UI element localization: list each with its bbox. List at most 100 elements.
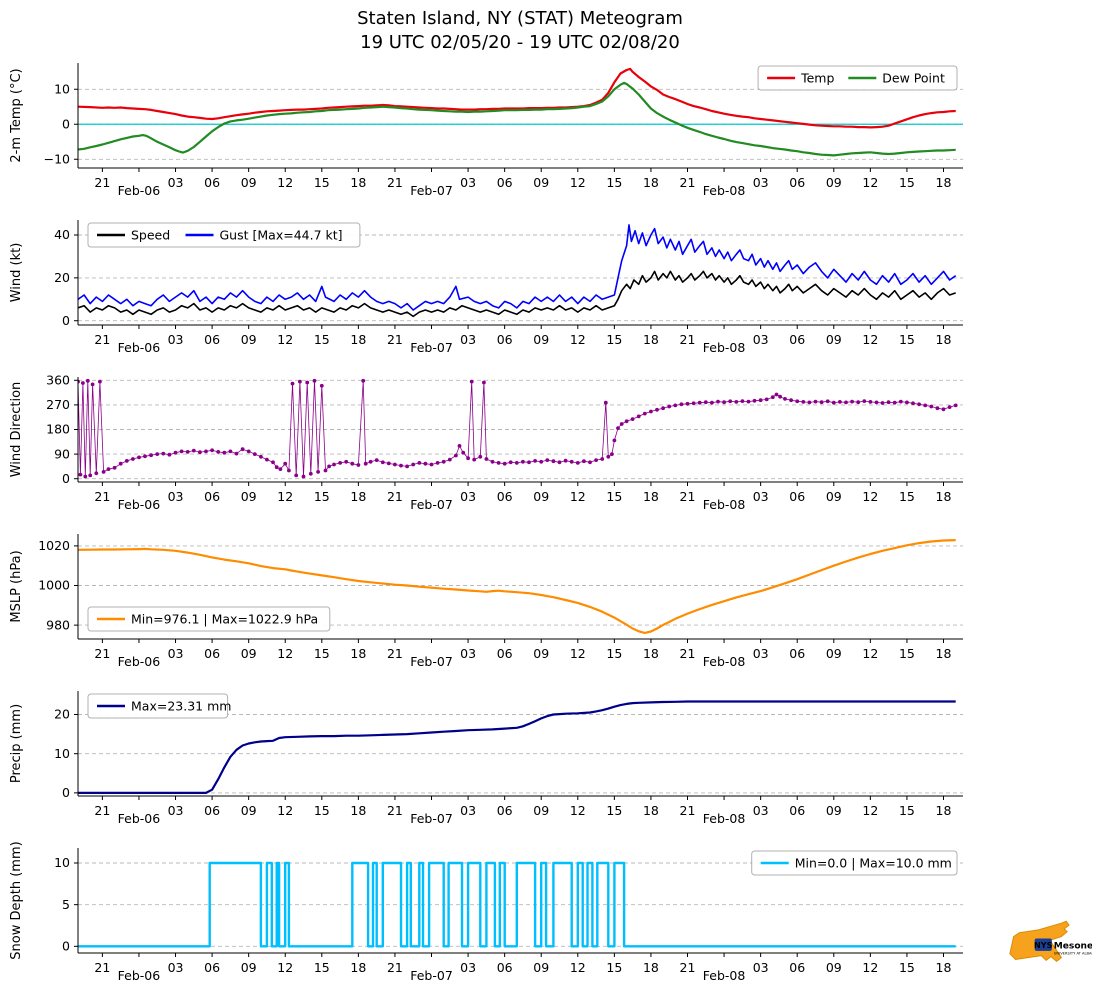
x-tick-label: 12 (277, 646, 293, 661)
x-tick-label: Feb-06 (118, 968, 161, 983)
x-tick-label: 21 (387, 960, 403, 975)
y-tick-label: 40 (54, 227, 70, 242)
x-tick-label: 12 (570, 332, 586, 347)
x-tick-label: Feb-08 (703, 497, 746, 512)
x-tick-label: 06 (204, 646, 220, 661)
x-tick-label: 15 (606, 175, 622, 190)
y-tick-label: 90 (54, 446, 70, 461)
x-tick-label: 03 (168, 960, 184, 975)
x-tick-label: 03 (753, 489, 769, 504)
x-tick-label: 21 (387, 489, 403, 504)
panel-svg-temp: 21 Feb-06 03 06 09 12 15 18 21 Feb-07 03 06 09 12 15 18… (9, 62, 963, 198)
x-tick-label: 06 (204, 803, 220, 818)
x-tick-label: 06 (497, 960, 513, 975)
x-tick-label: 18 (350, 332, 366, 347)
y-axis-label: Precip (mm) (9, 703, 24, 782)
logo-mesonet-text: Mesonet (1054, 941, 1092, 951)
x-tick-label: 12 (277, 489, 293, 504)
legend-label: Dew Point (882, 70, 945, 85)
y-tick-label: 0 (62, 785, 70, 800)
x-tick-label: 15 (606, 960, 622, 975)
x-tick-label: Feb-06 (118, 497, 161, 512)
x-tick-label: 09 (533, 803, 549, 818)
panel-svg-wind: 21 Feb-06 03 06 09 12 15 18 21 Feb-07 03 06 09 12 15 18… (9, 219, 963, 355)
x-tick-label: 15 (314, 803, 330, 818)
x-tick-label: 12 (277, 175, 293, 190)
legend-label: Min=976.1 | Max=1022.9 hPa (131, 611, 318, 626)
y-tick-label: 0 (62, 116, 70, 131)
x-tick-label: 06 (204, 960, 220, 975)
x-tick-label: 03 (460, 489, 476, 504)
y-axis-label: Snow Depth (mm) (9, 841, 24, 959)
x-tick-label: 09 (241, 803, 257, 818)
y-tick-label: 180 (46, 421, 70, 436)
panel-temperature: 21 Feb-06 03 06 09 12 15 18 21 Feb-07 03 06 09 12 15 18… (0, 56, 1094, 213)
x-tick-label: 09 (241, 646, 257, 661)
series-temp (78, 67, 956, 129)
x-tick-label: 15 (899, 960, 915, 975)
y-tick-label: 5 (62, 896, 70, 911)
x-tick-label: 03 (753, 960, 769, 975)
x-tick-label: 09 (533, 489, 549, 504)
chart-title-line1: Staten Island, NY (STAT) Meteogram (357, 8, 683, 29)
y-tick-label: 1020 (38, 538, 70, 553)
y-tick-label: 20 (54, 270, 70, 285)
x-tick-label: 21 (680, 489, 696, 504)
x-tick-label: 03 (460, 960, 476, 975)
logo-nys-text: NYS (1034, 940, 1053, 950)
y-tick-label: 270 (46, 397, 70, 412)
panel-mslp: 21 Feb-06 03 06 09 12 15 18 21 Feb-07 03 06 09 12 15 18… (0, 527, 1094, 684)
x-tick-label: 09 (826, 960, 842, 975)
x-tick-label: 03 (168, 332, 184, 347)
x-tick-label: 12 (862, 175, 878, 190)
series-snow (78, 861, 956, 948)
x-tick-label: 12 (570, 175, 586, 190)
y-axis-label: MSLP (hPa) (9, 550, 24, 622)
x-tick-label: 21 (680, 960, 696, 975)
x-tick-label: 15 (899, 803, 915, 818)
y-tick-label: 0 (62, 471, 70, 486)
x-tick-label: 03 (460, 175, 476, 190)
x-tick-label: 12 (570, 960, 586, 975)
x-tick-label: Feb-08 (703, 340, 746, 355)
x-tick-label: Feb-08 (703, 654, 746, 669)
series-mslp (78, 538, 956, 634)
y-tick-label: 20 (54, 706, 70, 721)
x-tick-label: Feb-07 (410, 654, 453, 669)
x-tick-label: 09 (533, 332, 549, 347)
x-tick-label: 09 (826, 332, 842, 347)
x-tick-label: 18 (350, 803, 366, 818)
y-tick-label: 0 (62, 313, 70, 328)
x-tick-label: 12 (862, 489, 878, 504)
x-tick-label: 12 (277, 332, 293, 347)
x-tick-label: 03 (168, 803, 184, 818)
series-gust (78, 223, 957, 311)
legend-label: Temp (800, 70, 834, 85)
x-tick-label: 09 (826, 175, 842, 190)
logo-nys-badge (1034, 938, 1052, 951)
x-tick-label: Feb-07 (410, 811, 453, 826)
x-tick-label: 18 (936, 803, 952, 818)
chart-title-line2: 19 UTC 02/05/20 - 19 UTC 02/08/20 (360, 32, 680, 54)
x-tick-label: 18 (350, 489, 366, 504)
x-tick-label: 06 (789, 489, 805, 504)
x-tick-label: 03 (460, 803, 476, 818)
x-tick-label: 18 (643, 489, 659, 504)
x-tick-label: 15 (314, 489, 330, 504)
series-dew (78, 81, 956, 157)
panel-svg-mslp: 21 Feb-06 03 06 09 12 15 18 21 Feb-07 03 06 09 12 15 18… (9, 533, 963, 669)
x-tick-label: Feb-06 (118, 811, 161, 826)
x-tick-label: 06 (789, 332, 805, 347)
y-tick-label: 360 (46, 372, 70, 387)
x-tick-label: 21 (94, 489, 110, 504)
x-tick-label: 03 (168, 489, 184, 504)
series-speed (78, 270, 956, 317)
x-tick-label: 06 (204, 175, 220, 190)
x-tick-label: 18 (936, 489, 952, 504)
x-tick-label: 09 (533, 646, 549, 661)
x-tick-label: 03 (753, 803, 769, 818)
x-tick-label: 03 (753, 175, 769, 190)
x-tick-label: 18 (643, 646, 659, 661)
x-tick-label: 15 (899, 646, 915, 661)
